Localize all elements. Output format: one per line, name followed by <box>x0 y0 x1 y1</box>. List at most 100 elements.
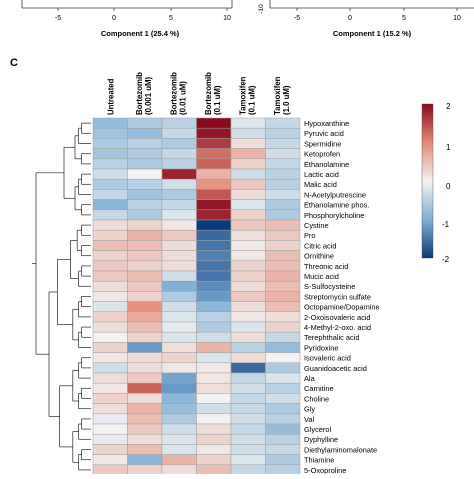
heatmap-cell <box>230 260 266 272</box>
heatmap-cell <box>265 178 301 190</box>
heatmap-cell <box>230 291 266 302</box>
heatmap-cell <box>127 209 163 221</box>
heatmap-cell <box>127 433 163 445</box>
heatmap-cell <box>196 413 232 425</box>
x-axis-label: Component 1 (25.4 %) <box>101 29 180 38</box>
row-label: Streptomycin sulfate <box>304 292 371 301</box>
heatmap-cell <box>92 127 128 139</box>
heatmap-cell <box>196 342 232 353</box>
heatmap-cell <box>161 352 197 364</box>
heatmap-cell <box>196 331 232 343</box>
heatmap-cell <box>196 260 232 272</box>
heatmap-cell <box>265 331 301 343</box>
heatmap-cell <box>230 342 266 353</box>
row-label: Pyruvic acid <box>304 129 344 138</box>
row-label: 2-Oxoisovaleric acid <box>304 313 371 322</box>
heatmap-cell <box>196 301 232 313</box>
heatmap-cell <box>196 464 232 476</box>
column-label-line: Tamoxifen <box>273 76 282 115</box>
heatmap-cell <box>265 301 301 313</box>
heatmap-cell <box>92 382 128 394</box>
heatmap-cell <box>265 444 301 455</box>
panel-label: C <box>10 57 18 69</box>
heatmap-cell <box>127 301 163 313</box>
heatmap-cell <box>127 219 163 231</box>
column-label-line: (1.0 uM) <box>282 85 291 115</box>
x-tick-label: 5 <box>169 15 173 22</box>
x-tick-label: 5 <box>402 15 406 22</box>
heatmap-cell <box>161 127 197 139</box>
heatmap-cell <box>230 423 266 435</box>
heatmap-cell <box>265 229 301 241</box>
color-bar-gradient <box>421 103 434 259</box>
heatmap-cell <box>230 362 266 374</box>
heatmap-cell <box>161 362 197 374</box>
column-label: Bortezomib(0.001 uM) <box>135 72 153 115</box>
heatmap-cell <box>161 372 197 384</box>
heatmap-cell <box>92 403 128 415</box>
heatmap-cell <box>196 127 232 139</box>
x-tick-label: 10 <box>223 15 231 22</box>
column-label: Tamoxifen(0.1 uM) <box>238 76 256 115</box>
heatmap-cell <box>265 423 301 435</box>
heatmap-cell <box>161 209 197 221</box>
column-label-line: (0.001 uM) <box>144 76 153 115</box>
row-label: S-Sulfocysteine <box>304 282 355 291</box>
heatmap-cell <box>92 362 128 374</box>
heatmap-cell <box>265 372 301 384</box>
heatmap-cell <box>161 321 197 333</box>
heatmap-cell <box>92 270 128 282</box>
row-label: Cystine <box>304 221 329 230</box>
column-label: Bortezomib(0.1 uM) <box>204 72 222 115</box>
heatmap-cell <box>127 229 163 241</box>
heatmap-cell <box>161 444 197 455</box>
heatmap-cell <box>127 362 163 374</box>
heatmap-cell <box>127 250 163 262</box>
heatmap-cell <box>161 423 197 435</box>
heatmap-cell <box>127 444 163 455</box>
heatmap-cell <box>265 240 301 251</box>
x-tick-label: 10 <box>453 15 461 22</box>
heatmap-cell <box>265 454 301 466</box>
heatmap-cell <box>161 250 197 262</box>
heatmap-cell <box>230 199 266 211</box>
x-tick-label: -5 <box>55 15 61 22</box>
heatmap-cell <box>265 433 301 445</box>
heatmap-cell <box>92 352 128 364</box>
heatmap-cell <box>127 382 163 394</box>
heatmap-cell <box>127 189 163 200</box>
column-label-line: (0.1 uM) <box>213 85 222 115</box>
row-label: Malic acid <box>304 180 337 189</box>
column-labels: Untreated Bortezomib(0.001 uM) Bortezomib(… <box>106 72 290 115</box>
heatmap-cell <box>230 240 266 251</box>
heatmap-cell <box>196 209 232 221</box>
heatmap-cell <box>196 229 232 241</box>
heatmap-cell <box>92 158 128 170</box>
heatmap-cell <box>196 321 232 333</box>
heatmap-cell <box>92 260 128 272</box>
heatmap-cell <box>230 168 266 180</box>
heatmap-cell <box>230 301 266 313</box>
color-bar-tick: -1 <box>442 220 450 229</box>
row-label: Choline <box>304 394 329 403</box>
heatmap-cell <box>161 403 197 415</box>
row-label: Pyridoxine <box>304 343 339 352</box>
heatmap-cell <box>265 403 301 415</box>
heatmap-cell <box>92 280 128 292</box>
heatmap-cell <box>265 362 301 374</box>
heatmap-cell <box>127 240 163 251</box>
heatmap-cell <box>92 189 128 200</box>
heatmap-cell <box>196 250 232 262</box>
heatmap-cell <box>92 229 128 241</box>
heatmap-cell <box>196 138 232 149</box>
heatmap-cell <box>92 321 128 333</box>
heatmap-cell <box>196 311 232 323</box>
heatmap-cell <box>265 250 301 262</box>
heatmap-cell <box>265 117 301 129</box>
heatmap-cell <box>92 423 128 435</box>
heatmap-cell <box>127 148 163 160</box>
heatmap-cell <box>127 127 163 139</box>
heatmap-cell <box>265 270 301 282</box>
